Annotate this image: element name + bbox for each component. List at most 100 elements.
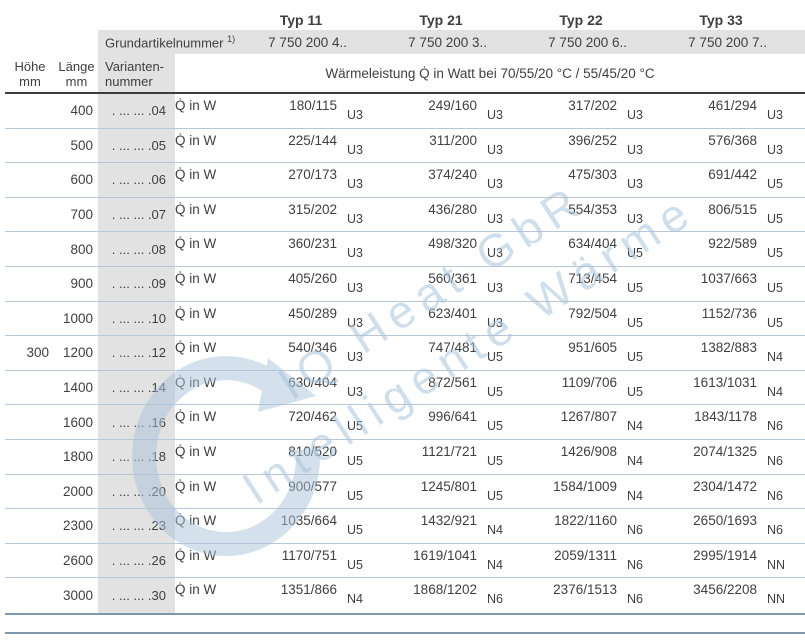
laenge-value-cell: 900: [70, 276, 93, 292]
variantennummer-cell: . ... ... .04: [98, 94, 175, 128]
grade-cell: U3: [487, 246, 503, 261]
grade-cell: N6: [767, 488, 783, 503]
table-row: 2600 . ... ... .26 Q̇ in W 1170/751 U5 1619/1…: [5, 543, 805, 579]
watt-value-cell: 2376/1513: [553, 582, 617, 598]
artikelnummer-typ21: 7 750 200 3..: [408, 34, 487, 50]
variantennummer-cell: . ... ... .14: [98, 370, 175, 405]
watt-value-cell: 560/361: [428, 270, 477, 286]
grade-cell: U5: [347, 453, 363, 468]
grade-cell: U5: [487, 419, 503, 434]
q-in-w-label: Q̇ in W: [175, 547, 217, 563]
watt-value-cell: 1426/908: [560, 443, 617, 459]
laenge-value-cell: 2000: [62, 483, 93, 499]
grade-cell: U3: [347, 177, 363, 192]
hoehe-value-cell: [5, 198, 55, 232]
grade-cell: U5: [767, 315, 783, 330]
grade-cell: U3: [767, 108, 783, 122]
watt-value-cell: 713/454: [568, 270, 617, 286]
variantennummer-cell: . ... ... .05: [98, 128, 175, 163]
variantennummer-column-header: Varianten- nummer: [98, 54, 175, 92]
table-row: 1400 . ... ... .14 Q̇ in W 630/404 U3 872/561…: [5, 370, 805, 406]
watt-value-cell: 311/200: [429, 132, 477, 148]
watt-value-cell: 1822/1160: [554, 513, 617, 529]
laenge-value-cell: 1600: [62, 414, 93, 430]
variantennummer-cell: . ... ... .09: [98, 266, 175, 301]
watt-value-cell: 1170/751: [281, 547, 337, 563]
grundartikelnummer-label: Grundartikelnummer 1): [98, 34, 245, 50]
watt-value-cell: 249/160: [428, 98, 477, 113]
table-row: 2000 . ... ... .20 Q̇ in W 900/577 U5 1245/80…: [5, 474, 805, 510]
table-row: 700 . ... ... .07 Q̇ in W 315/202 U3 436/280 U…: [5, 197, 805, 233]
grade-cell: U5: [627, 315, 643, 330]
table-row: 2300 . ... ... .23 Q̇ in W 1035/664 U5 1432/9…: [5, 509, 805, 544]
table-row: 500 . ... ... .05 Q̇ in W 225/144 U3 311/200 U…: [5, 128, 805, 164]
watt-value-cell: 374/240: [428, 167, 477, 183]
hoehe-value-cell: [5, 544, 55, 578]
grade-cell: U5: [487, 350, 503, 365]
grade-cell: N4: [627, 419, 643, 434]
watt-value-cell: 1868/1202: [413, 582, 477, 598]
footnote-marker: 1): [227, 33, 236, 44]
typ-11-header: Typ 11: [279, 12, 323, 28]
hoehe-column-header: Höhe mm: [5, 54, 55, 92]
grade-cell: U3: [347, 142, 363, 157]
grundartikelnummer-text: Grundartikelnummer: [105, 35, 224, 51]
q-in-w-label: Q̇ in W: [175, 374, 217, 390]
watt-value-cell: 1035/664: [280, 513, 337, 529]
watt-value-cell: 2995/1914: [693, 547, 757, 563]
grade-cell: U3: [627, 211, 643, 226]
watt-value-cell: 806/515: [708, 201, 757, 217]
laenge-unit: mm: [65, 74, 88, 89]
laenge-value-cell: 1800: [62, 449, 93, 465]
grade-cell: U3: [487, 211, 503, 226]
watt-value-cell: 2304/1472: [693, 478, 757, 494]
hoehe-value-cell: [5, 475, 55, 509]
typ-21-header: Typ 21: [419, 12, 463, 28]
typ-22-header: Typ 22: [559, 12, 603, 28]
watt-value-cell: 225/144: [288, 132, 337, 148]
watt-value-cell: 792/504: [568, 305, 617, 321]
watt-value-cell: 1351/866: [280, 582, 337, 598]
table-body: 400. ... ... .04 Q̇ in W 180/115 U3 249/160 U…: [5, 94, 805, 613]
q-in-w-label: Q̇ in W: [175, 478, 217, 494]
grade-cell: U5: [767, 177, 783, 192]
watt-value-cell: 810/520: [288, 443, 337, 459]
q-in-w-label: Q̇ in W: [175, 167, 217, 183]
watt-value-cell: 1613/1031: [693, 374, 757, 390]
q-in-w-label: Q̇ in W: [175, 305, 217, 321]
grade-cell: U3: [487, 177, 503, 192]
grundartikelnummer-row: Grundartikelnummer 1) 7 750 200 4.. 7 75…: [5, 30, 805, 54]
watt-value-cell: 623/401: [428, 305, 477, 321]
grade-cell: U5: [627, 280, 643, 295]
grade-cell: U3: [347, 350, 363, 365]
grade-cell: U3: [347, 384, 363, 399]
grade-cell: U3: [487, 142, 503, 157]
laenge-value-cell: 2300: [62, 518, 93, 534]
watt-value-cell: 1584/1009: [553, 478, 617, 494]
laenge-value-cell: 2600: [62, 553, 93, 569]
hoehe-value-cell: [5, 267, 55, 301]
grade-cell: U5: [347, 557, 363, 572]
watt-value-cell: 951/605: [568, 340, 617, 356]
watt-value-cell: 315/202: [288, 201, 337, 217]
laenge-value-cell: 700: [70, 207, 93, 223]
table-row: 800 . ... ... .08 Q̇ in W 360/231 U3 498/320 U…: [5, 232, 805, 267]
artikelnummer-typ22: 7 750 200 6..: [548, 34, 627, 50]
watt-value-cell: 396/252: [568, 132, 617, 148]
hoehe-value-cell: 300: [26, 345, 49, 361]
grade-cell: U3: [627, 108, 643, 122]
typ-header-row: Typ 11 Typ 21 Typ 22 Typ 33: [5, 0, 805, 30]
grade-cell: N4: [487, 557, 503, 572]
q-in-w-label: Q̇ in W: [175, 270, 217, 286]
watt-value-cell: 576/368: [708, 132, 757, 148]
watt-value-cell: 436/280: [428, 201, 477, 217]
q-in-w-label: Q̇ in W: [175, 513, 217, 529]
column-header-row: Höhe mm Länge mm Varianten- nummer Wärme…: [5, 54, 805, 92]
watt-value-cell: 475/303: [568, 167, 617, 183]
watt-value-cell: 747/481: [428, 340, 477, 356]
watt-value-cell: 1037/663: [700, 270, 757, 286]
watt-value-cell: 691/442: [708, 167, 757, 183]
grade-cell: U3: [347, 211, 363, 226]
table-row: 3000 . ... ... .30 Q̇ in W 1351/866 N4 1868/1…: [5, 578, 805, 613]
watt-value-cell: 1619/1041: [413, 547, 477, 563]
